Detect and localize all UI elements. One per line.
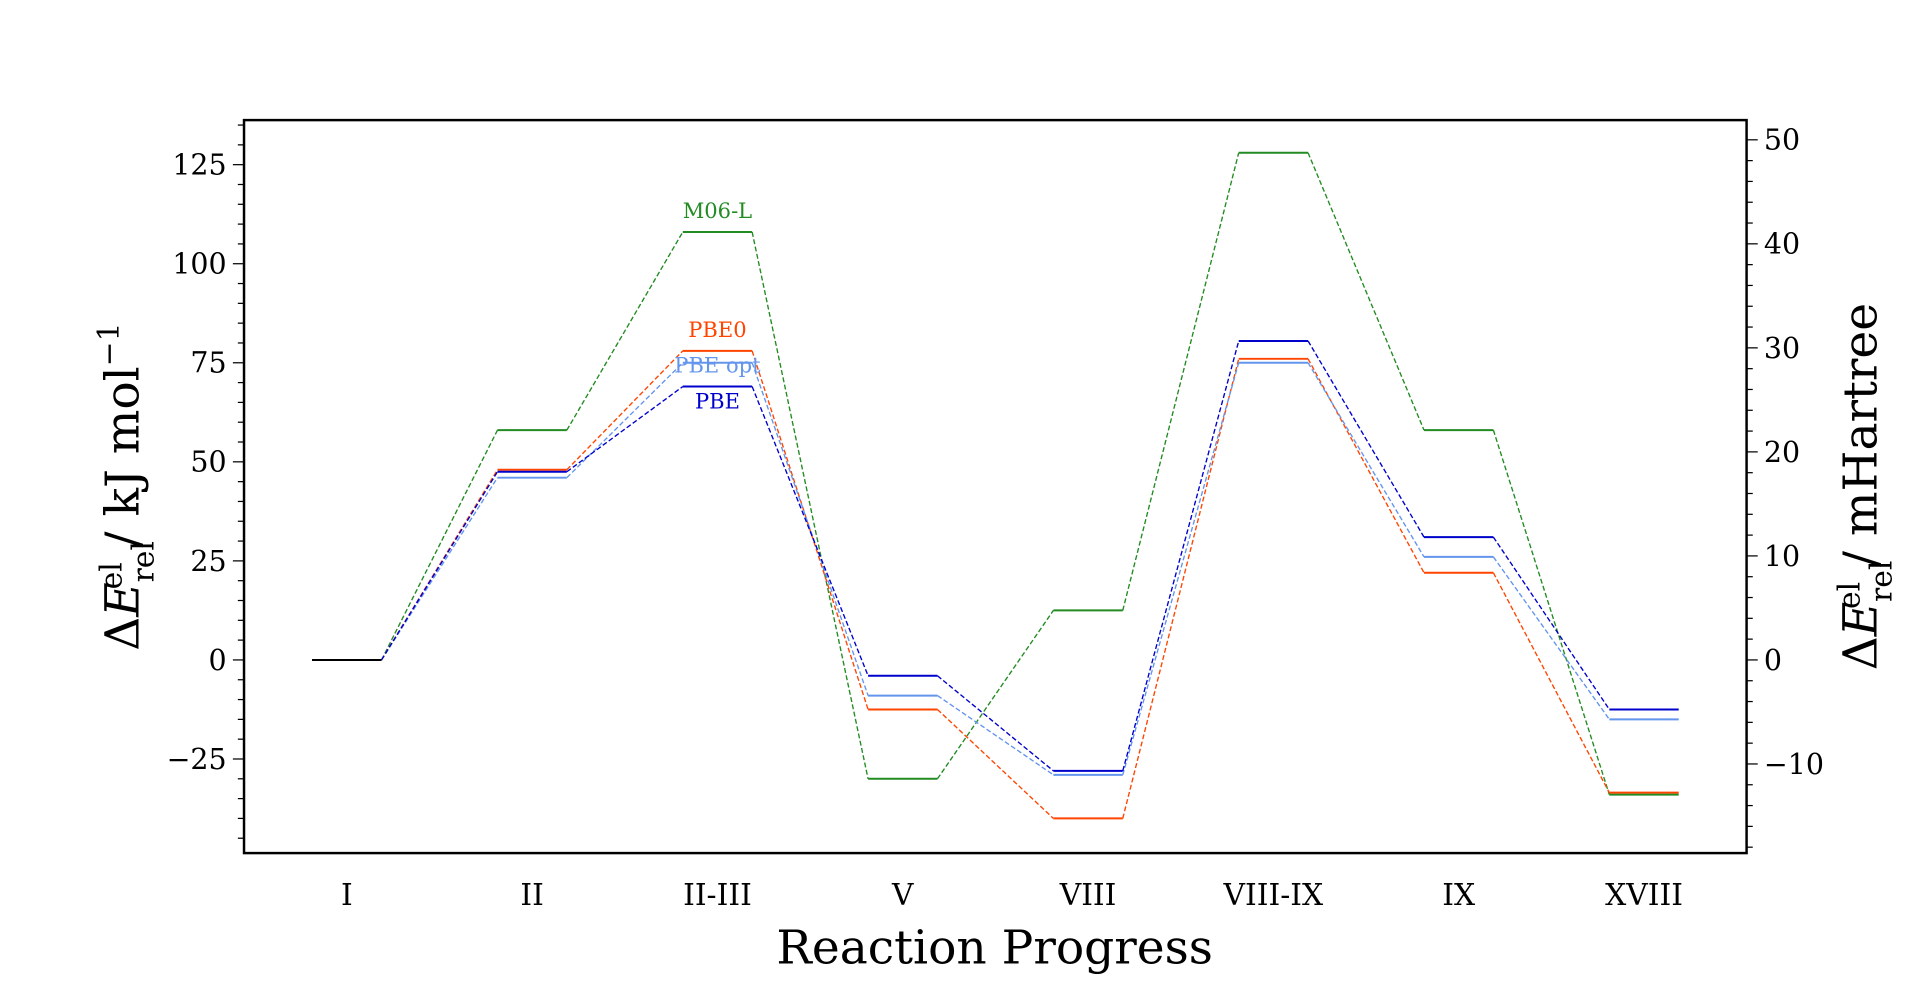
y-tick-label: 75 [190, 347, 226, 380]
connector [1122, 152, 1240, 611]
series-label: PBE [695, 389, 740, 414]
series-label: M06-L [683, 198, 752, 223]
x-axis-label: Reaction Progress [776, 920, 1213, 975]
connector [1492, 572, 1610, 793]
y-tick-label: 50 [190, 446, 226, 479]
x-tick-label: II [520, 878, 543, 913]
connector [751, 231, 869, 779]
y-tick-label: −25 [167, 743, 227, 776]
y-tick-label: 100 [172, 248, 226, 281]
connector [936, 708, 1054, 819]
series-pbe-opt [312, 361, 1679, 776]
x-tick-label: II-III [683, 878, 752, 913]
connector [1492, 429, 1610, 795]
series-label: PBE0 [688, 317, 746, 342]
connector [1307, 152, 1425, 431]
connector [937, 695, 1054, 776]
connector [1492, 556, 1610, 720]
x-tick-label: VIII-IX [1223, 878, 1324, 913]
connector [566, 386, 684, 473]
y-tick-label: 25 [190, 545, 226, 578]
y-right-tick-label: 40 [1764, 228, 1800, 261]
connector [566, 231, 684, 431]
connector [751, 362, 869, 696]
y-right-tick-label: 10 [1764, 540, 1800, 573]
connector [1307, 340, 1425, 538]
y-right-tick-label: 50 [1764, 124, 1800, 157]
x-tick-label: XVIII [1605, 878, 1683, 913]
y-right-tick-label: −10 [1764, 748, 1824, 781]
connector [751, 350, 869, 710]
y-right-tick-label: 20 [1764, 436, 1800, 469]
connector [1307, 358, 1425, 574]
connector [566, 362, 684, 479]
x-tick-label: I [341, 878, 353, 913]
series-pbe0 [312, 349, 1679, 820]
connector [1307, 362, 1425, 558]
connector [380, 429, 499, 661]
y-right-tick-label: 0 [1764, 644, 1782, 677]
connector [936, 610, 1054, 780]
y-right-tick-label: 30 [1764, 332, 1800, 365]
connector [380, 471, 499, 661]
plot-frame [242, 118, 1748, 855]
x-tick-label: VIII [1059, 878, 1117, 913]
series-m06-l [312, 151, 1679, 796]
connector [380, 477, 499, 661]
connector [1492, 536, 1610, 710]
x-tick-label: IX [1442, 878, 1476, 913]
connector [1122, 340, 1240, 772]
series-pbe [312, 339, 1679, 772]
y-axis-right-label: ΔErelel / mHartree [1832, 303, 1899, 670]
y-tick-label: 0 [209, 644, 227, 677]
series-label: PBE opt [674, 353, 761, 378]
y-axis-label: ΔErelel / kJ mol−1 [92, 322, 162, 650]
x-tick-label: V [891, 878, 914, 913]
connector [566, 350, 684, 471]
connector [1122, 362, 1240, 776]
y-tick-label: 125 [172, 149, 226, 182]
connector [1122, 358, 1240, 819]
connector [937, 675, 1054, 772]
